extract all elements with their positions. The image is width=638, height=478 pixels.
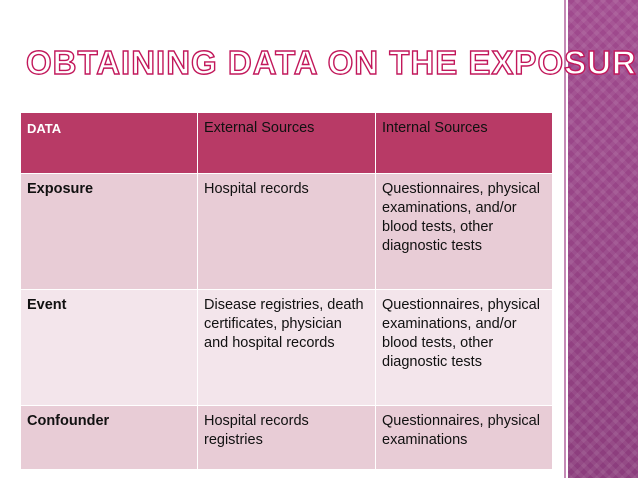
table-cell: Hospital records <box>197 173 376 290</box>
row-label: Event <box>20 289 198 406</box>
table-row: Confounder Hospital records registries Que… <box>20 405 553 470</box>
table-cell: Questionnaires, physical examinations, a… <box>375 173 553 290</box>
column-header: Internal Sources <box>375 112 553 174</box>
row-label: Confounder <box>20 405 198 470</box>
row-label: Exposure <box>20 173 198 290</box>
table-row: Exposure Hospital records Questionnaires, … <box>20 173 553 290</box>
table-row: Event Disease registries, death certifica… <box>20 289 553 406</box>
decor-line <box>564 0 566 478</box>
slide-title: OBTAINING DATA ON THE EXPOSURE <box>25 43 638 81</box>
table-cell: Disease registries, death certificates, … <box>197 289 376 406</box>
header-row: DATA External Sources Internal Sources <box>20 112 553 174</box>
table-cell: Questionnaires, physical examinations <box>375 405 553 470</box>
table-cell: Hospital records registries <box>197 405 376 470</box>
column-header: External Sources <box>197 112 376 174</box>
data-table: DATA External Sources Internal Sources E… <box>20 112 553 470</box>
column-header: DATA <box>20 112 198 174</box>
decor-strip <box>568 0 638 478</box>
table-cell: Questionnaires, physical examinations, a… <box>375 289 553 406</box>
